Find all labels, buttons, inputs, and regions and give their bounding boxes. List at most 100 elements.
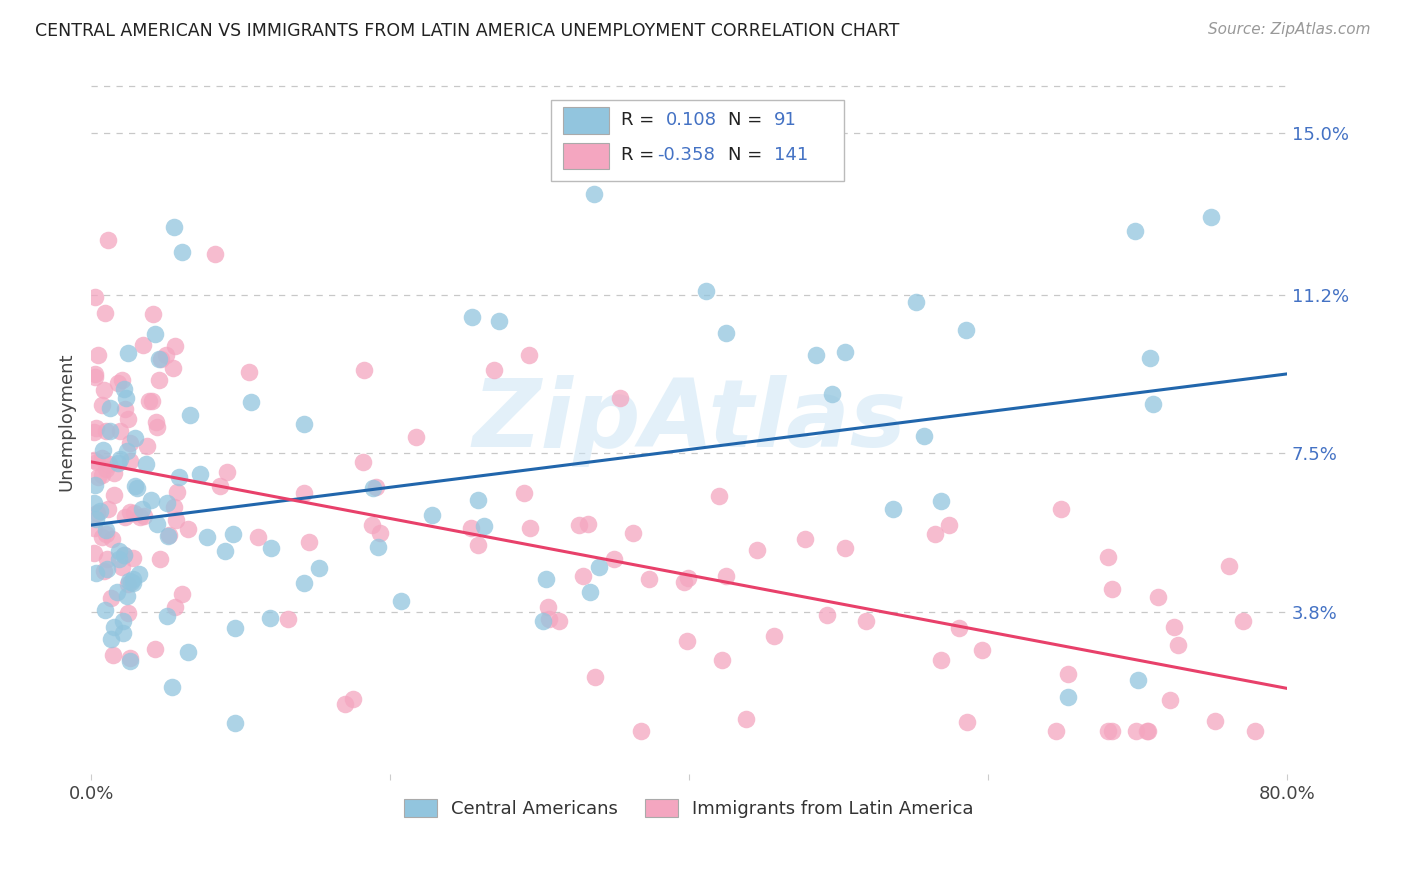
Point bbox=[148, 352, 170, 367]
Point bbox=[955, 323, 977, 337]
Point bbox=[108, 451, 131, 466]
Point bbox=[1204, 714, 1226, 728]
Point bbox=[368, 525, 391, 540]
Point bbox=[105, 585, 128, 599]
Point bbox=[367, 540, 389, 554]
Point bbox=[578, 585, 600, 599]
Point bbox=[292, 576, 315, 591]
Point bbox=[238, 365, 260, 379]
Point bbox=[146, 516, 169, 531]
Point bbox=[714, 326, 737, 341]
Point bbox=[127, 481, 149, 495]
Point bbox=[583, 186, 606, 201]
Point bbox=[87, 470, 110, 484]
Point bbox=[815, 608, 838, 623]
FancyBboxPatch shape bbox=[564, 143, 609, 169]
Point bbox=[118, 505, 141, 519]
Point bbox=[568, 517, 591, 532]
Point bbox=[93, 564, 115, 578]
Point bbox=[132, 509, 155, 524]
Point bbox=[84, 370, 107, 384]
Point bbox=[222, 526, 245, 541]
Point bbox=[707, 489, 730, 503]
Point bbox=[128, 567, 150, 582]
Point bbox=[735, 712, 758, 726]
Point bbox=[630, 724, 652, 739]
Point bbox=[111, 560, 134, 574]
Point bbox=[149, 552, 172, 566]
Point bbox=[467, 538, 489, 552]
Text: 0.108: 0.108 bbox=[666, 111, 717, 129]
Point bbox=[121, 576, 143, 591]
Point bbox=[84, 478, 107, 492]
Point bbox=[117, 412, 139, 426]
Point bbox=[101, 648, 124, 663]
Point bbox=[83, 496, 105, 510]
Point bbox=[177, 645, 200, 659]
Text: R =: R = bbox=[621, 146, 659, 164]
Point bbox=[108, 551, 131, 566]
Point bbox=[117, 577, 139, 591]
Point bbox=[513, 485, 536, 500]
Point bbox=[676, 571, 699, 585]
Point bbox=[120, 651, 142, 665]
Point bbox=[163, 219, 186, 234]
Point bbox=[912, 429, 935, 443]
Point bbox=[162, 360, 184, 375]
Point bbox=[114, 509, 136, 524]
Point bbox=[84, 290, 107, 304]
Point bbox=[924, 527, 946, 541]
Point bbox=[122, 551, 145, 566]
Point bbox=[179, 408, 201, 422]
Point bbox=[91, 442, 114, 457]
Point bbox=[472, 519, 495, 533]
Point bbox=[1126, 673, 1149, 687]
Point bbox=[538, 612, 561, 626]
Point bbox=[94, 424, 117, 438]
Point bbox=[100, 591, 122, 605]
Point bbox=[118, 454, 141, 468]
Point bbox=[90, 467, 112, 482]
Point bbox=[1159, 693, 1181, 707]
Point bbox=[1163, 620, 1185, 634]
Point bbox=[806, 348, 828, 362]
Point bbox=[112, 382, 135, 396]
Point bbox=[603, 552, 626, 566]
Point bbox=[107, 456, 129, 470]
Point bbox=[240, 394, 263, 409]
Point bbox=[576, 516, 599, 531]
Point bbox=[100, 401, 122, 415]
Point bbox=[115, 589, 138, 603]
Point bbox=[1136, 724, 1159, 739]
Point bbox=[1142, 397, 1164, 411]
Point bbox=[1136, 724, 1159, 739]
Point bbox=[676, 634, 699, 648]
Point bbox=[103, 620, 125, 634]
Point bbox=[638, 572, 661, 586]
Point bbox=[1244, 724, 1267, 739]
Point bbox=[108, 544, 131, 558]
Point bbox=[100, 632, 122, 647]
Point bbox=[83, 546, 105, 560]
Point bbox=[97, 502, 120, 516]
Point bbox=[97, 233, 120, 247]
Point bbox=[711, 653, 734, 667]
Point bbox=[548, 614, 571, 628]
Point bbox=[89, 504, 111, 518]
Point bbox=[1050, 502, 1073, 516]
Point bbox=[155, 608, 177, 623]
Point bbox=[621, 525, 644, 540]
Point bbox=[103, 466, 125, 480]
Point bbox=[112, 614, 135, 628]
Point bbox=[83, 425, 105, 439]
Point bbox=[745, 543, 768, 558]
Point bbox=[1199, 211, 1222, 225]
Point bbox=[118, 574, 141, 588]
Point bbox=[83, 367, 105, 381]
Point bbox=[1056, 666, 1078, 681]
Point bbox=[124, 506, 146, 520]
Point bbox=[170, 587, 193, 601]
Point bbox=[94, 306, 117, 320]
Point bbox=[163, 500, 186, 515]
Point bbox=[91, 451, 114, 466]
